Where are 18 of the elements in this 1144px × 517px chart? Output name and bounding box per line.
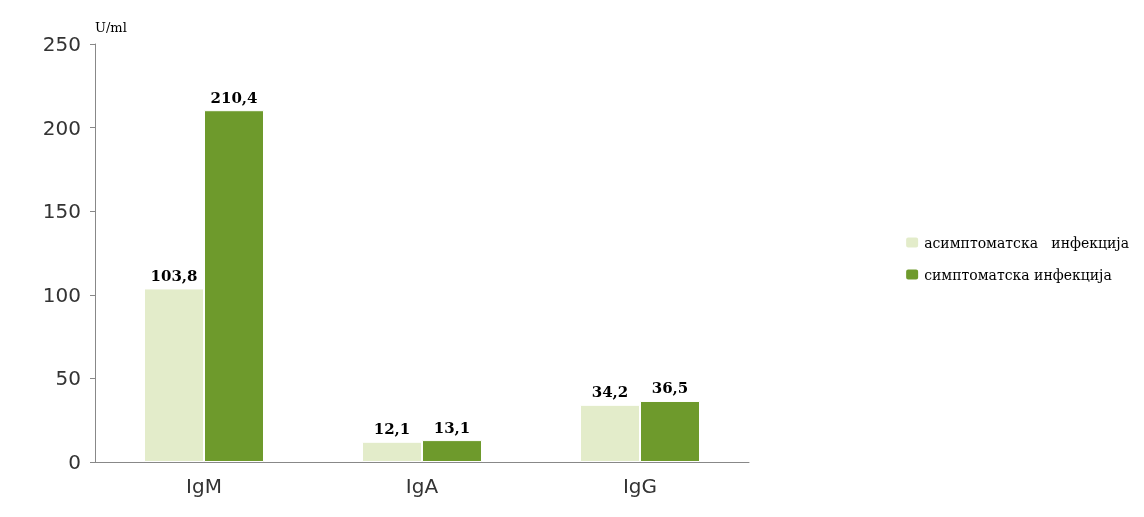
x-tick-label: IgG <box>622 474 658 498</box>
y-axis-title: U/ml <box>95 20 127 35</box>
data-label: 13,1 <box>433 418 471 437</box>
data-label: 12,1 <box>373 420 411 439</box>
data-label: 103,8 <box>150 266 198 285</box>
y-tick-label: 250 <box>42 32 81 56</box>
y-tick-label: 0 <box>68 450 81 474</box>
data-label: 34,2 <box>591 383 629 402</box>
x-tick-label: IgA <box>405 474 439 498</box>
data-label: 210,4 <box>210 88 258 107</box>
data-label: 36,5 <box>651 379 689 398</box>
y-tick-label: 50 <box>55 366 81 391</box>
legend-label: асимптоматска инфекција <box>924 234 1129 251</box>
y-tick-label: 150 <box>42 199 81 224</box>
y-tick-label: 100 <box>42 282 81 307</box>
legend-label: симптоматска инфекција <box>924 266 1112 283</box>
y-tick-label: 200 <box>42 115 81 140</box>
x-tick-label: IgM <box>186 474 222 498</box>
